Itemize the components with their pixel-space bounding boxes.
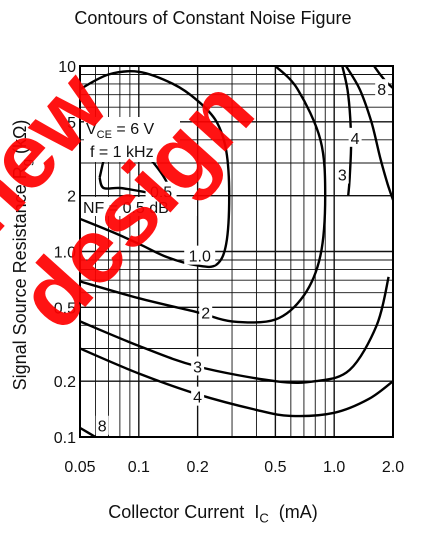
y-tick-label: 0.1 — [54, 430, 76, 447]
tick-labels: 0.05 0.1 0.2 0.5 1.0 2.0 0.1 0.2 0.5 1.0 2 5 10 — [54, 59, 404, 476]
curve-label-bg — [335, 164, 349, 184]
grid — [79, 65, 394, 438]
curve-label: 3 — [193, 359, 202, 376]
chart-title: Contours of Constant Noise Figure — [74, 8, 352, 28]
contour-line — [80, 69, 231, 269]
x-tick-label: 0.1 — [128, 459, 150, 476]
curve-label-bg — [375, 79, 389, 99]
curve-label: 8 — [377, 82, 386, 99]
curve-label-bg — [199, 302, 213, 322]
curve-label: 2 — [201, 305, 210, 322]
curve-label-bg — [191, 356, 205, 376]
curve-label: 3 — [338, 168, 347, 185]
contour-line — [80, 426, 97, 437]
curve-label: 4 — [193, 390, 202, 407]
contour-line — [373, 66, 393, 89]
y-tick-label: 0.2 — [54, 374, 76, 391]
curve-label: 4 — [351, 131, 360, 148]
y-tick-label: 10 — [58, 59, 76, 76]
vce-condition: VCE = 6 V — [86, 121, 155, 141]
curve-label-bg — [348, 127, 362, 147]
y-tick-label: 5 — [67, 115, 76, 132]
x-tick-label: 2.0 — [382, 459, 404, 476]
contour-line — [344, 66, 393, 201]
contour-curves — [80, 66, 393, 437]
curve-label-bg — [95, 415, 109, 435]
curve-label-bg — [145, 181, 177, 201]
contour-line — [80, 66, 327, 324]
conditions-bg — [84, 117, 180, 162]
freq-condition: f = 1 kHz — [90, 144, 154, 161]
y-tick-label: 1.0 — [54, 245, 76, 262]
x-tick-label: 0.5 — [264, 459, 286, 476]
y-tick-label: 2 — [67, 189, 76, 206]
curve-label: 1.0 — [189, 249, 211, 266]
y-tick-label: 0.5 — [54, 300, 76, 317]
contour-line — [80, 347, 393, 418]
y-axis-label: Signal Source Resistance Rg (kΩ) — [10, 120, 34, 391]
annotations: VCE = 6 V f = 1 kHz NF = 0.5 dB — [81, 117, 197, 217]
curve-label: 8 — [98, 419, 107, 436]
nf-label: NF = 0.5 dB — [83, 200, 169, 217]
nf-label-bg — [81, 197, 197, 216]
x-tick-label: 0.2 — [187, 459, 209, 476]
curve-label-bg — [184, 245, 216, 265]
x-tick-label: 1.0 — [323, 459, 345, 476]
plot-frame — [79, 65, 394, 438]
x-tick-label: 0.05 — [64, 459, 95, 476]
x-axis-label: Collector Current IC (mA) — [108, 502, 318, 526]
axis-labels: Signal Source Resistance Rg (kΩ) — [10, 120, 34, 391]
contour-line — [80, 276, 390, 384]
curve-label-bg — [191, 386, 205, 406]
